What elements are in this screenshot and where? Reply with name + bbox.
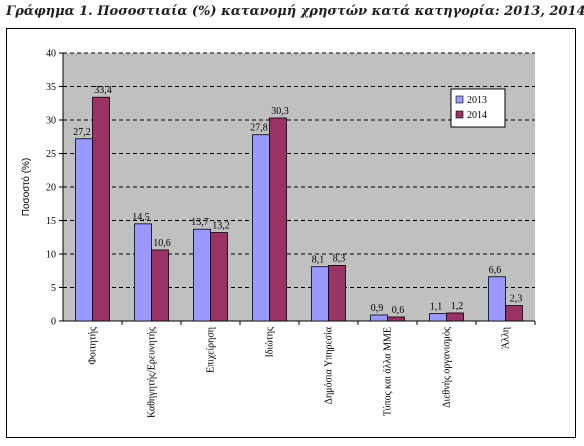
data-label-2013: 27,8	[250, 123, 268, 134]
category-label: Φοιτητής	[88, 327, 99, 364]
data-label-2014: 8,3	[333, 253, 346, 264]
data-label-2013: 27,2	[73, 127, 91, 138]
category-label: Τύπος και άλλα ΜΜΕ	[383, 327, 394, 416]
bar-2013	[370, 314, 388, 322]
y-tick-label: 20	[46, 183, 56, 194]
data-label-2014: 13,2	[212, 221, 230, 232]
bar-2014	[328, 264, 346, 322]
bar-2014	[446, 312, 464, 322]
data-label-2013: 13,7	[191, 217, 209, 228]
y-tick-label: 40	[46, 49, 56, 60]
legend-label-2013: 2013	[467, 95, 487, 106]
data-label-2014: 0,6	[392, 305, 405, 316]
data-label-2014: 10,6	[153, 238, 171, 249]
data-label-2013: 0,9	[371, 303, 384, 314]
bar-2014	[151, 249, 169, 322]
y-tick-label: 30	[46, 116, 56, 127]
y-tick-label: 10	[46, 250, 56, 261]
data-label-2014: 1,2	[451, 301, 464, 312]
bar-2013	[134, 223, 152, 322]
bar-2014	[92, 96, 110, 322]
data-label-2013: 14,5	[132, 212, 150, 223]
y-tick-label: 15	[46, 216, 56, 227]
category-label: Άλλη	[501, 327, 512, 349]
data-label-2013: 1,1	[430, 302, 443, 313]
bar-2014	[210, 232, 228, 322]
category-label: Ιδιώτης	[265, 327, 276, 358]
legend-swatch-2014	[455, 110, 464, 119]
category-label: Καθηγητής/Ερευνητής	[147, 327, 158, 418]
bar-2014	[269, 117, 287, 322]
data-label-2013: 6,6	[489, 265, 502, 276]
chart-title: Γράφημα 1. Ποσοστιαία (%) κατανομή χρηστ…	[6, 4, 584, 19]
y-tick-label: 25	[46, 149, 56, 160]
y-tick-label: 5	[51, 283, 56, 294]
category-label: Διεθνής οργανισμός	[442, 327, 453, 408]
data-label-2014: 2,3	[510, 294, 523, 305]
bar-2013	[75, 138, 93, 322]
bar-2013	[488, 276, 506, 322]
bar-chart: 0 5 10 15 20 25 30 35 40 Ποσοστό (%) 27,2 33,4 Φοιτη…	[20, 49, 536, 418]
y-tick-label: 35	[46, 82, 56, 93]
legend-box	[450, 88, 506, 128]
y-axis-label: Ποσοστό (%)	[20, 158, 32, 217]
y-tick-label: 0	[51, 317, 56, 328]
bar-2013	[193, 228, 211, 322]
data-label-2014: 30,3	[271, 106, 289, 117]
bar-2014	[387, 316, 405, 322]
bar-2013	[311, 266, 329, 322]
legend-swatch-2013	[455, 95, 464, 104]
bar-2013	[252, 134, 270, 322]
data-label-2014: 33,4	[94, 85, 112, 96]
bar-2013	[429, 313, 447, 322]
category-label: Επιχείρηση	[206, 327, 217, 373]
legend-label-2014: 2014	[467, 110, 487, 121]
category-label: Δημόσια Υπηρεσία	[324, 326, 335, 404]
bar-2014	[505, 305, 523, 322]
data-label-2013: 8,1	[312, 255, 325, 266]
chart-frame: 0 5 10 15 20 25 30 35 40 Ποσοστό (%) 27,2 33,4 Φοιτη…	[6, 28, 576, 438]
